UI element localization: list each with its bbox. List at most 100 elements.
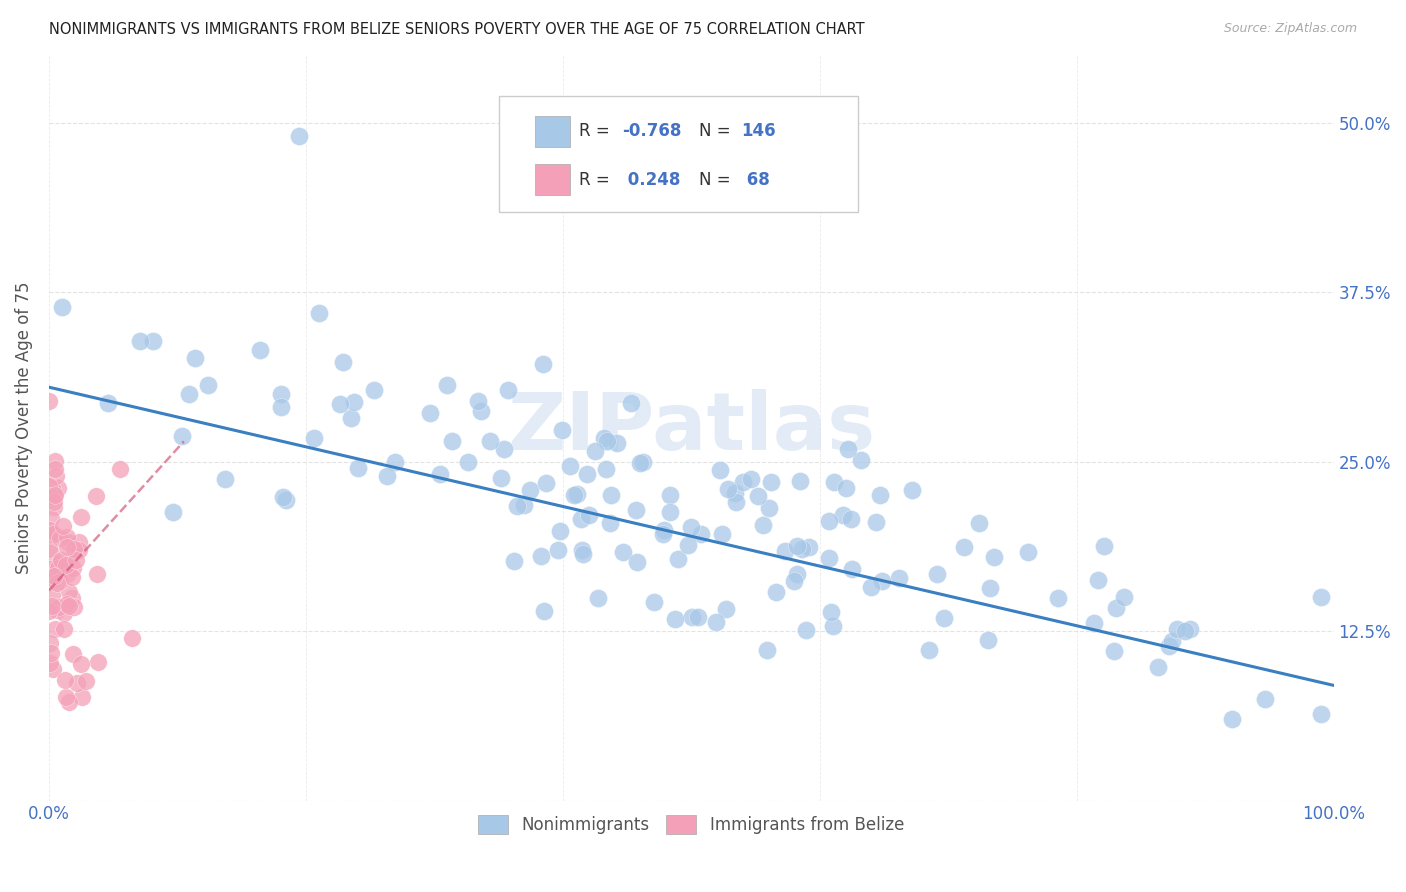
Point (887, 572, 910, 586)
Point (58, 584, 80, 599)
Point (56, 540, 79, 554)
FancyBboxPatch shape (499, 96, 858, 211)
Point (578, 508, 600, 523)
Point (41, 599, 63, 613)
Point (643, 595, 665, 609)
Point (823, 475, 845, 489)
Point (724, 486, 747, 500)
Point (308, 305, 330, 319)
Point (41, 572, 63, 586)
Point (901, 483, 924, 498)
Point (42, 662, 65, 676)
Point (288, 129, 311, 144)
Point (1174, 624, 1197, 638)
Point (1105, 600, 1128, 615)
Point (818, 514, 841, 528)
Point (932, 611, 955, 625)
Point (1092, 539, 1115, 553)
Text: R =: R = (579, 122, 616, 140)
Point (62, 542, 84, 557)
Point (569, 511, 592, 525)
Point (62, 647, 84, 661)
Point (56, 567, 79, 582)
Point (67, 535, 90, 549)
Point (820, 605, 842, 619)
Point (39, 523, 62, 537)
Point (595, 434, 617, 448)
Point (46, 558, 69, 573)
Point (841, 562, 863, 576)
Point (1157, 639, 1180, 653)
Point (177, 387, 200, 401)
Point (551, 423, 574, 437)
Point (709, 463, 731, 477)
Point (42, 494, 65, 508)
Point (681, 610, 703, 624)
Point (1309, 706, 1331, 721)
Point (1146, 660, 1168, 674)
Point (39, 656, 62, 670)
Point (872, 574, 894, 589)
Point (558, 458, 581, 473)
Point (835, 482, 858, 496)
Point (531, 357, 554, 371)
Point (51, 552, 73, 566)
Point (740, 472, 762, 486)
Point (849, 453, 872, 467)
Point (66, 676, 89, 690)
Point (831, 508, 853, 522)
Point (49, 574, 72, 589)
Point (583, 444, 606, 458)
Point (270, 400, 292, 414)
Point (1046, 591, 1069, 606)
Point (41, 588, 63, 602)
Point (375, 469, 398, 483)
Point (44, 622, 66, 636)
Point (652, 527, 675, 541)
Point (60, 570, 83, 584)
Point (84, 489, 107, 503)
Point (128, 334, 150, 348)
Point (329, 397, 352, 411)
Point (979, 582, 1001, 596)
Point (332, 355, 354, 369)
Text: 146: 146 (741, 122, 776, 140)
Point (41, 481, 63, 495)
Point (790, 541, 813, 556)
Point (42, 527, 65, 541)
Point (44, 461, 66, 475)
Point (503, 554, 526, 568)
Point (60, 591, 83, 606)
Point (274, 493, 297, 508)
Point (839, 512, 862, 526)
Point (797, 540, 820, 554)
Point (38, 562, 60, 576)
Point (658, 504, 681, 518)
FancyBboxPatch shape (534, 164, 571, 195)
Point (952, 540, 974, 554)
Point (837, 442, 859, 456)
Point (384, 455, 406, 469)
Point (572, 547, 595, 561)
Point (786, 567, 808, 582)
Point (562, 488, 585, 502)
Point (141, 334, 163, 349)
Point (631, 454, 654, 468)
Point (494, 442, 516, 457)
Point (658, 488, 681, 502)
Point (479, 434, 502, 449)
Point (44, 489, 66, 503)
Point (977, 632, 1000, 647)
Point (925, 566, 948, 581)
Point (758, 500, 780, 515)
Point (86, 567, 108, 582)
Point (75, 673, 97, 688)
Point (108, 461, 131, 475)
Point (429, 467, 451, 481)
Point (1083, 615, 1105, 630)
Point (817, 551, 839, 566)
Point (668, 552, 690, 566)
Point (519, 483, 541, 498)
Point (38, 604, 60, 618)
Point (52, 519, 75, 533)
